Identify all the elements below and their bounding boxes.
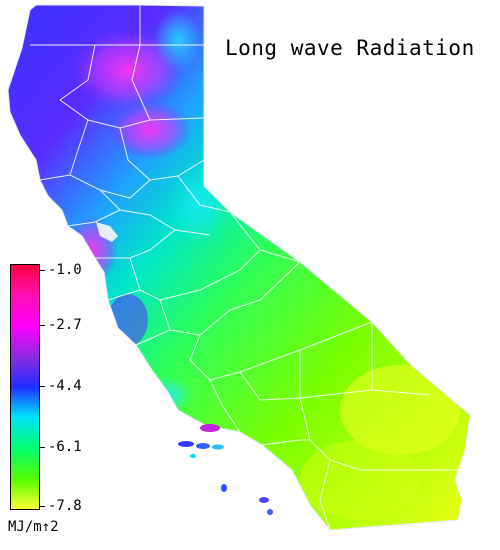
legend-tick-label: -1.0 — [48, 262, 82, 278]
legend-tick — [40, 506, 45, 507]
legend-colorbar — [10, 264, 40, 510]
map-title: Long wave Radiation — [225, 36, 475, 60]
legend-units: MJ/m↑2 — [8, 519, 59, 535]
sf-bay — [96, 222, 118, 242]
legend-tick — [40, 325, 45, 326]
north-cyan — [154, 10, 202, 70]
legend-tick — [40, 386, 45, 387]
legend-tick-label: -6.1 — [48, 439, 82, 455]
legend-tick — [40, 447, 45, 448]
state-outline — [7, 4, 471, 531]
south-yellow — [300, 440, 420, 520]
north-valley-magenta — [108, 100, 192, 160]
legend-tick — [40, 270, 45, 271]
channel-islands — [178, 424, 273, 515]
legend-tick-label: -7.8 — [48, 498, 82, 514]
legend-tick-label: -2.7 — [48, 317, 82, 333]
legend-tick-label: -4.4 — [48, 378, 82, 394]
desert-yellow — [340, 365, 460, 455]
central-coast-purple — [108, 294, 148, 346]
